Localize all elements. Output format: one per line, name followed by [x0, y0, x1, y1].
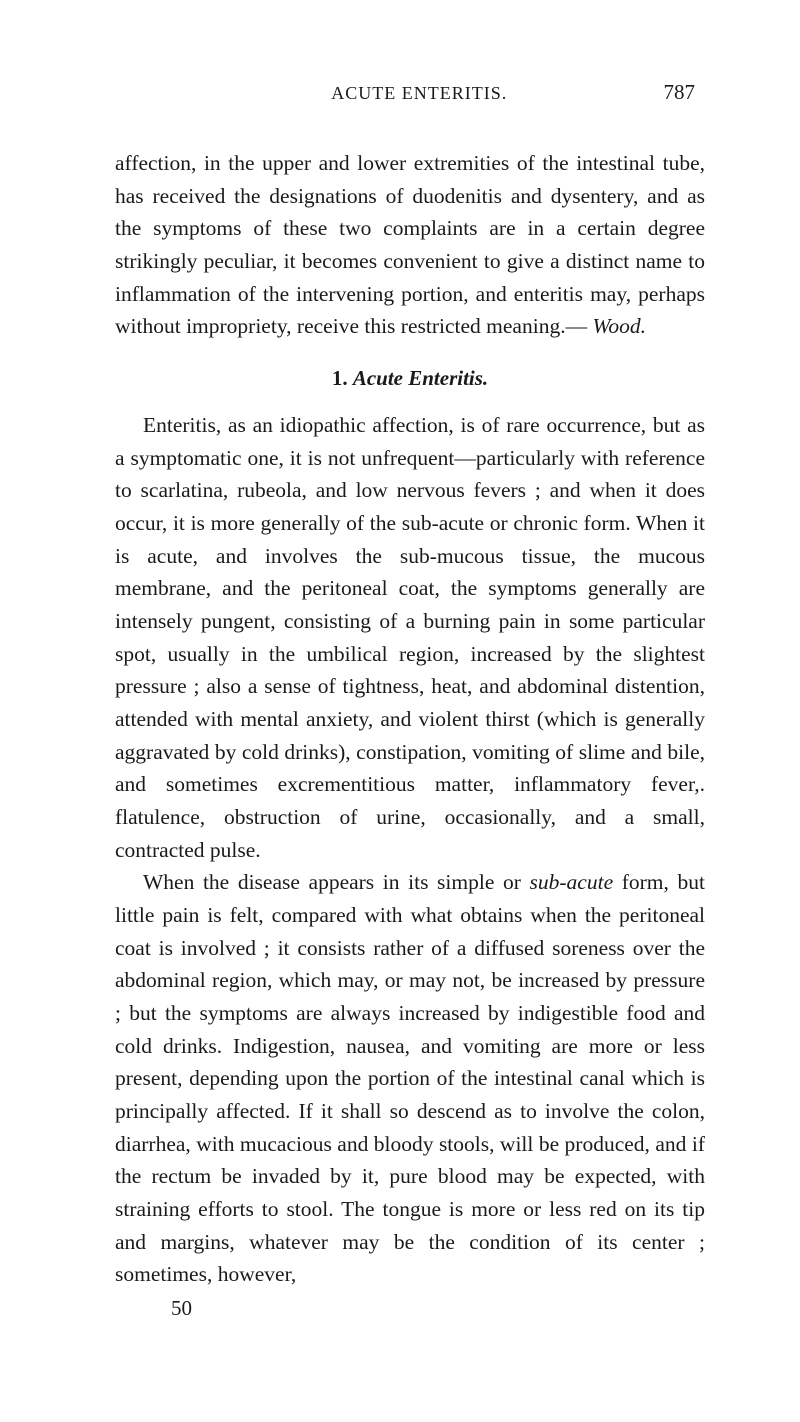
attribution: Wood. — [592, 314, 646, 338]
paragraph-3: When the disease appears in its simple o… — [115, 866, 705, 1291]
page-number: 787 — [664, 80, 696, 105]
paragraph-1: affection, in the upper and lower extrem… — [115, 147, 705, 343]
section-number: 1. — [332, 366, 348, 390]
paragraph-3-part1: When the disease appears in its simple o… — [143, 870, 530, 894]
page-header: ACUTE ENTERITIS. 787 — [115, 80, 705, 105]
body-text-container: affection, in the upper and lower extrem… — [115, 147, 705, 1325]
paragraph-3-part2: form, but little pain is felt, compared … — [115, 870, 705, 1286]
paragraph-1-text: affection, in the upper and lower extrem… — [115, 151, 705, 338]
paragraph-3-italic: sub-acute — [530, 870, 614, 894]
section-heading: 1. Acute Enteritis. — [115, 363, 705, 395]
section-title: Acute Enteritis. — [353, 366, 488, 390]
signature-number: 50 — [115, 1293, 705, 1325]
running-title: ACUTE ENTERITIS. — [175, 83, 664, 104]
paragraph-2: Enteritis, as an idiopathic affection, i… — [115, 409, 705, 866]
